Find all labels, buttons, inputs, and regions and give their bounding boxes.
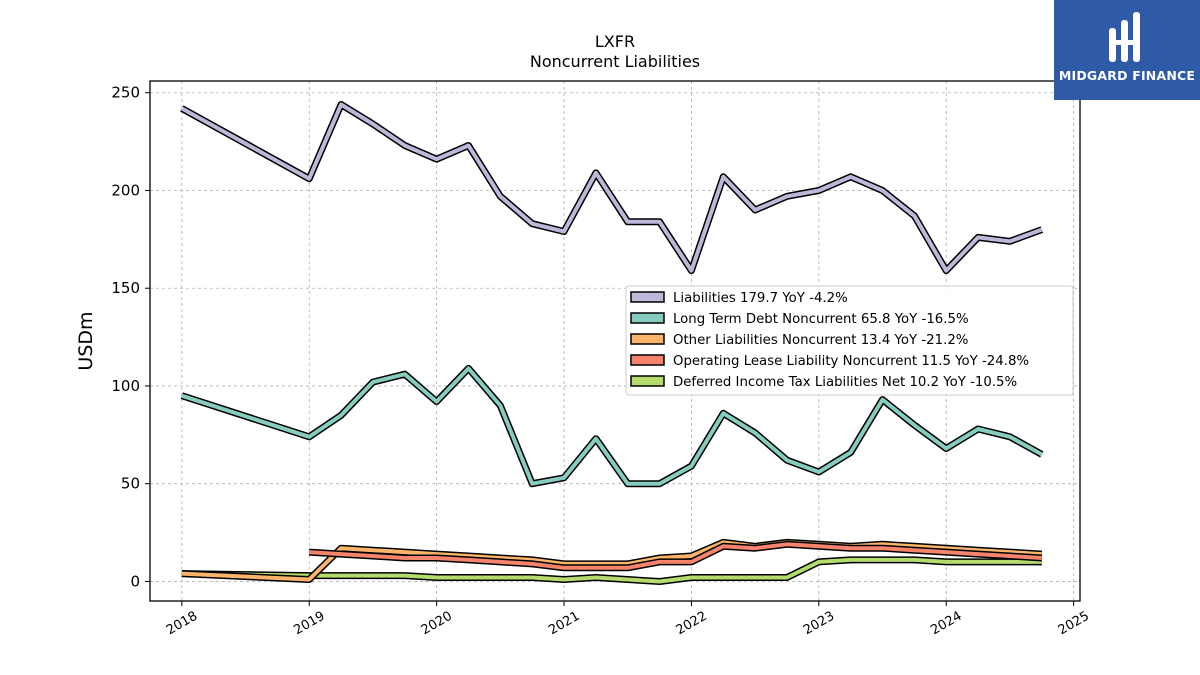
series-liabilities bbox=[180, 101, 1044, 275]
legend-swatch bbox=[630, 375, 665, 387]
y-tick-label: 250 bbox=[111, 84, 140, 102]
series-line bbox=[181, 366, 1043, 486]
x-tick-label: 2019 bbox=[291, 609, 327, 639]
y-tick-label: 200 bbox=[111, 181, 140, 199]
y-tick-label: 50 bbox=[121, 475, 140, 493]
legend: Liabilities 179.7 YoY -4.2% Long Term Deb… bbox=[625, 285, 1074, 396]
y-tick-label: 100 bbox=[111, 377, 140, 395]
chart-subtitle: Noncurrent Liabilities bbox=[530, 52, 700, 71]
y-axis-label: USDm bbox=[75, 311, 97, 370]
plot-frame bbox=[149, 80, 1081, 602]
series-long-term-debt-noncurrent bbox=[180, 364, 1044, 488]
series-other-liabilities-noncurrent bbox=[181, 538, 1043, 583]
series-operating-lease-liability-noncurrent bbox=[308, 540, 1043, 572]
legend-entry: Long Term Debt Noncurrent 65.8 YoY -16.5… bbox=[673, 312, 969, 327]
legend-swatch bbox=[630, 354, 665, 366]
series-deferred-income-tax-liabilities-net bbox=[181, 556, 1042, 585]
x-tick-label: 2025 bbox=[1056, 609, 1092, 639]
series-line bbox=[181, 540, 1042, 582]
legend-box bbox=[625, 285, 1074, 396]
x-tick-label: 2024 bbox=[928, 609, 964, 639]
x-tick-label: 2018 bbox=[164, 609, 200, 639]
legend-swatch bbox=[630, 333, 665, 345]
series-lines bbox=[180, 101, 1044, 585]
x-tick-label: 2023 bbox=[801, 609, 837, 639]
legend-entry: Deferred Income Tax Liabilities Net 10.2… bbox=[673, 375, 1017, 390]
x-tick-label: 2020 bbox=[419, 609, 455, 639]
legend-entry: Liabilities 179.7 YoY -4.2% bbox=[673, 291, 848, 306]
series-line bbox=[181, 557, 1042, 584]
series-line bbox=[309, 542, 1042, 570]
brand-name: MIDGARD FINANCE bbox=[1058, 68, 1196, 83]
legend-entry: Other Liabilities Noncurrent 13.4 YoY -2… bbox=[673, 333, 968, 348]
series-line bbox=[180, 102, 1043, 273]
chart-title: LXFR bbox=[595, 32, 635, 51]
legend-entry: Operating Lease Liability Noncurrent 11.… bbox=[673, 354, 1029, 369]
legend-swatch bbox=[630, 291, 665, 303]
x-tick-label: 2021 bbox=[546, 609, 582, 639]
series-outline bbox=[180, 101, 1044, 275]
x-tick-label: 2022 bbox=[674, 609, 710, 639]
logo-mark-icon bbox=[1109, 12, 1140, 62]
y-tick-label: 0 bbox=[130, 572, 140, 590]
brand-logo: MIDGARD FINANCE bbox=[1054, 0, 1200, 100]
y-tick-label: 150 bbox=[111, 279, 140, 297]
legend-swatch bbox=[630, 312, 665, 324]
